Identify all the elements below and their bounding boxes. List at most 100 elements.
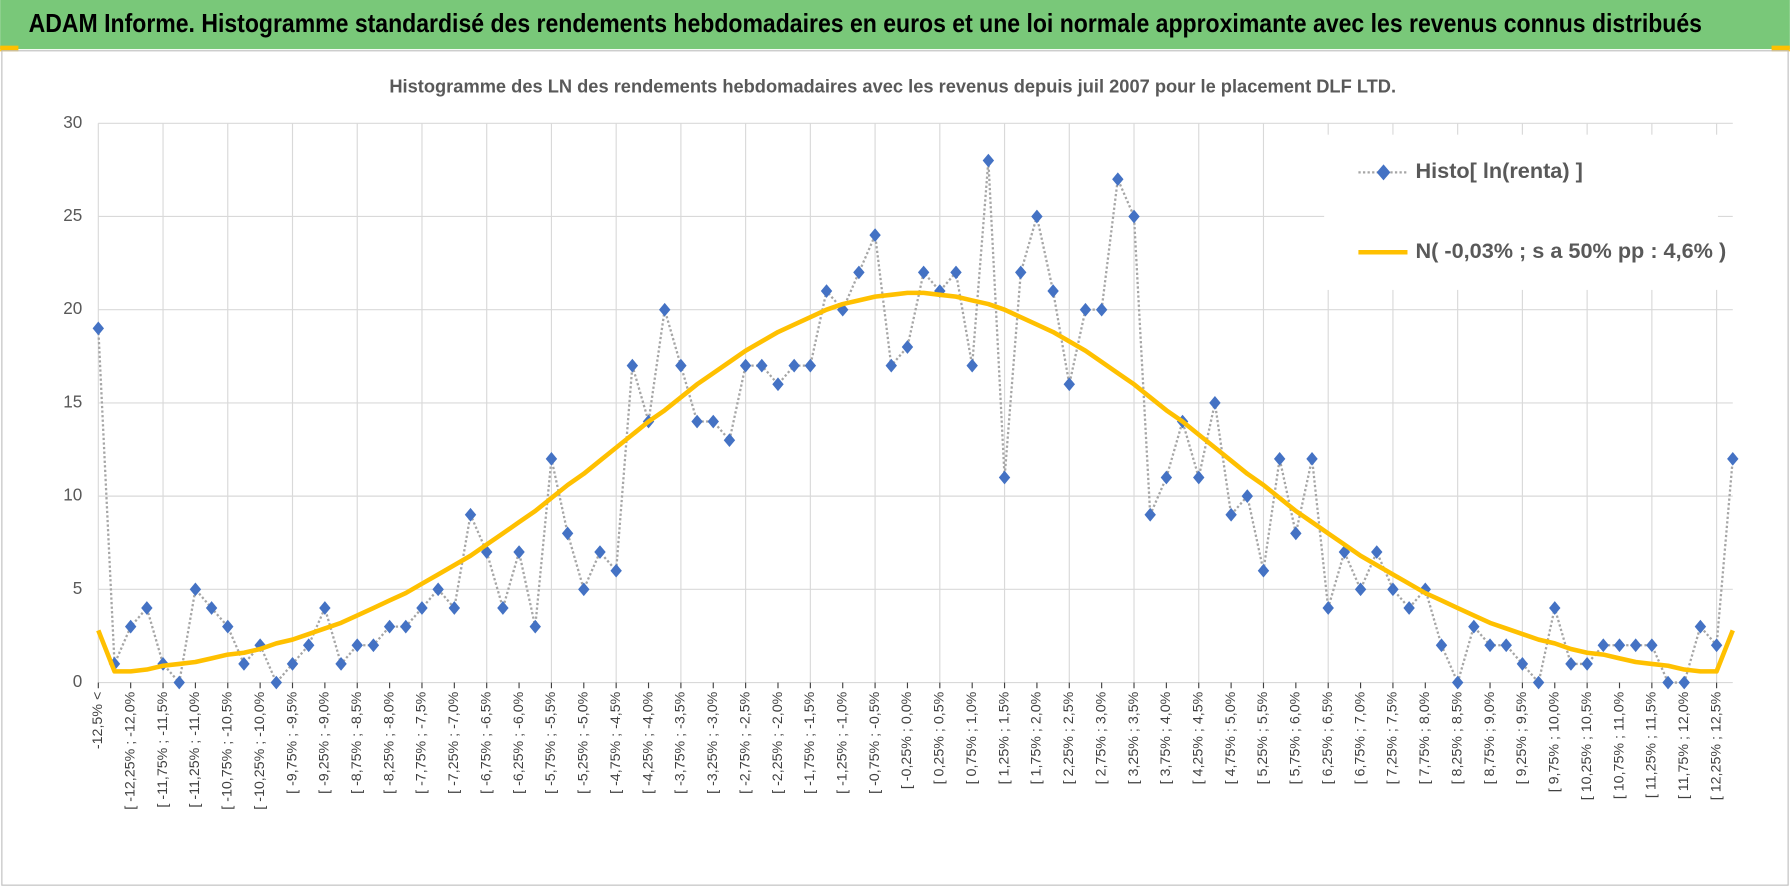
marker (950, 265, 962, 280)
marker (1403, 601, 1415, 615)
y-tick-label: 0 (73, 672, 83, 691)
x-tick-label: [ 1,25% ; 1,5% (996, 691, 1012, 784)
marker (1306, 451, 1318, 466)
marker (1694, 619, 1707, 634)
marker (238, 657, 250, 671)
x-tick-label: [ 10,75% ; 11,0% (1611, 691, 1627, 799)
x-tick-label: [ 5,75% ; 6,0% (1288, 691, 1304, 784)
x-tick-label: [ 11,75% ; 12,0% (1676, 691, 1692, 799)
marker (820, 284, 833, 298)
marker (578, 582, 590, 597)
x-tick-label: [ -0,25% ; 0,0% (899, 691, 915, 789)
marker (416, 601, 428, 615)
x-tick-label: [ -12,25% ; -12,0% (122, 691, 138, 809)
y-tick-label: 20 (63, 299, 82, 318)
chart-border (1, 50, 1789, 886)
x-tick-label: [ -2,75% ; -2,5% (737, 691, 753, 794)
marker (286, 657, 299, 671)
marker (529, 619, 541, 634)
x-tick-label: [ -7,75% ; -7,5% (414, 691, 430, 794)
x-tick-label: [ 8,75% ; 9,0% (1482, 691, 1498, 784)
marker (1565, 657, 1577, 671)
marker (1322, 601, 1334, 615)
plot (92, 153, 1739, 690)
marker (497, 601, 509, 615)
y-tick-label: 30 (63, 113, 82, 132)
marker (594, 545, 606, 559)
header-bar (0, 0, 1790, 50)
marker (1031, 209, 1043, 224)
x-tick-label: [ 9,25% ; 9,5% (1514, 691, 1530, 784)
x-tick-label: [ -6,25% ; -6,0% (511, 691, 527, 794)
x-tick-label: [ 1,75% ; 2,0% (1029, 691, 1045, 784)
marker (610, 563, 622, 578)
marker (917, 265, 930, 280)
marker (723, 433, 736, 448)
marker (1273, 451, 1286, 466)
marker (1290, 526, 1302, 541)
x-tick-label: [ 9,75% ; 10,0% (1547, 691, 1563, 792)
marker (691, 414, 703, 429)
marker (1015, 265, 1027, 280)
x-tick-label: [ -5,75% ; -5,5% (543, 691, 559, 794)
marker (141, 601, 153, 615)
marker (1581, 657, 1593, 671)
marker (1532, 675, 1545, 690)
marker (1468, 619, 1480, 634)
x-tick-label: [ -7,25% ; -7,0% (446, 691, 462, 794)
x-tick-label: [ -3,75% ; -3,5% (673, 691, 689, 794)
series-line (97, 160, 1734, 686)
marker (1435, 638, 1448, 653)
marker (1516, 657, 1529, 671)
marker (1371, 545, 1383, 559)
y-tick-label: 5 (73, 579, 83, 598)
x-tick-label: [ -3,25% ; -3,0% (705, 691, 721, 794)
marker (173, 675, 185, 690)
chart-title: Histogramme des LN des rendements hebdom… (389, 76, 1396, 97)
marker (1079, 302, 1092, 317)
x-tick-label: [ 7,75% ; 8,0% (1417, 691, 1433, 784)
marker (626, 358, 639, 373)
marker (1597, 638, 1610, 653)
marker (319, 601, 331, 615)
marker (1225, 507, 1237, 522)
marker (1112, 172, 1124, 187)
x-tick-label: [ -10,25% ; -10,0% (252, 691, 268, 809)
marker (367, 638, 380, 653)
x-tick-label: [ -1,75% ; -1,5% (802, 691, 818, 794)
marker (383, 619, 396, 634)
x-tick-label: [ -5,25% ; -5,0% (576, 691, 592, 794)
marker (1387, 582, 1399, 597)
x-tick-label: [ 2,75% ; 3,0% (1093, 691, 1109, 784)
grid: 0 5 10 15 20 25 30 -12,5% < [ -12,25% ; -12,0% [ … (63, 113, 1733, 810)
marker (1613, 638, 1626, 653)
marker (222, 619, 234, 634)
x-tick-label: [ 0,75% ; 1,0% (964, 691, 980, 784)
marker (1128, 209, 1140, 224)
marker (1144, 507, 1156, 522)
legend: Histo[ ln(renta) ] N( -0,03% ; s a 50% pp… (1324, 134, 1726, 290)
marker (756, 358, 768, 373)
marker (1209, 396, 1221, 410)
marker (561, 526, 574, 541)
marker (885, 358, 897, 373)
marker (659, 302, 671, 317)
marker (1549, 601, 1561, 615)
marker (205, 601, 218, 615)
marker (853, 265, 865, 280)
marker (675, 358, 687, 373)
page-title: ADAM Informe. Histogramme standardisé de… (29, 8, 1702, 38)
x-tick-label: [ -2,25% ; -2,0% (770, 691, 786, 794)
x-tick-label: [ -11,25% ; -11,0% (187, 691, 203, 807)
x-tick-label: [ -6,75% ; -6,5% (478, 691, 494, 794)
marker (513, 545, 525, 559)
x-tick-label: [ -8,25% ; -8,0% (381, 691, 397, 794)
marker (1629, 638, 1642, 653)
x-tick-label: [ -10,75% ; -10,5% (220, 691, 236, 809)
marker (772, 377, 784, 392)
marker (464, 507, 477, 522)
marker (124, 619, 137, 634)
x-tick-label: [ 3,75% ; 4,0% (1158, 691, 1174, 784)
